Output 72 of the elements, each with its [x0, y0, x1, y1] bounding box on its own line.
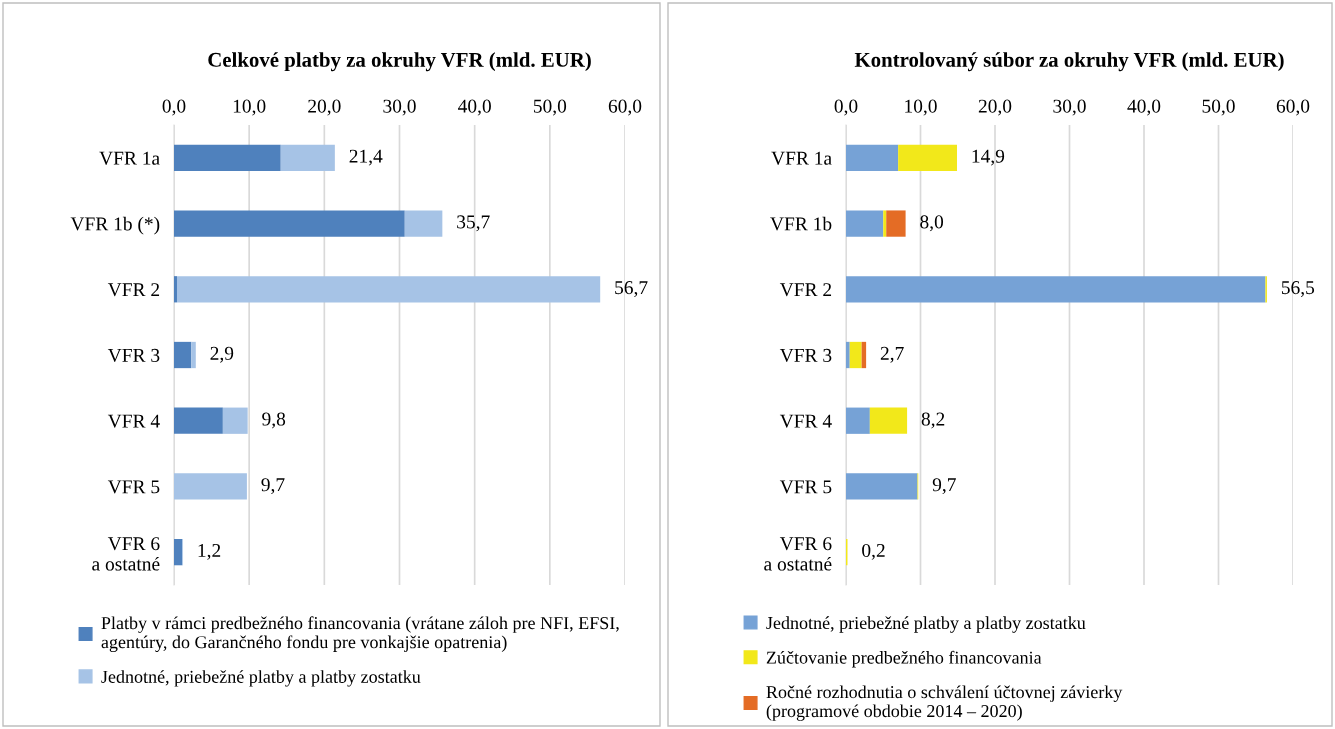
bar: [846, 144, 899, 171]
y-tick-label: VFR 3: [107, 348, 160, 363]
x-tick-label: 20,0: [308, 99, 341, 116]
x-tick-label: 60,0: [1276, 99, 1310, 116]
total-label: 56,7: [615, 281, 648, 297]
chart-title: Celkové platby za okruhy VFR (mld. EUR): [208, 52, 591, 72]
total-label: 9,7: [932, 478, 956, 495]
x-tick-label: 20,0: [978, 99, 1012, 116]
y-tick-label: VFR 4: [779, 414, 832, 428]
y-tick-label: VFR 5: [779, 480, 832, 494]
y-tick-label: VFR 2: [107, 283, 160, 297]
bar: [846, 407, 870, 434]
bar: [222, 407, 248, 434]
bar: [174, 473, 247, 500]
x-tick-label: 0,0: [162, 99, 186, 116]
y-tick-label: VFR 6 a ostatné: [764, 537, 832, 571]
y-tick-label: VFR 1a: [99, 151, 160, 165]
total-label: 9,7: [261, 478, 285, 495]
legend-label: Platby v rámci predbežného financovania (vrátane záloh pre NFI, EFSI, agentúry, do Garančného fondu pre vonkajšie opatrenia): [101, 616, 619, 653]
x-tick-label: 40,0: [458, 99, 491, 116]
total-label: 14,9: [972, 149, 1005, 166]
x-tick-label: 50,0: [1202, 99, 1235, 116]
bar: [846, 473, 918, 500]
x-tick-label: 50,0: [533, 99, 567, 116]
y-tick-label: VFR 3: [779, 348, 832, 363]
bar: [883, 210, 887, 237]
total-label: 1,2: [198, 543, 221, 560]
total-label: 8,0: [920, 215, 944, 232]
bar: [846, 276, 1266, 303]
y-tick-label: VFR 1a: [771, 151, 832, 165]
legend-label: Ročné rozhodnutia o schválení účtovnej závierky (programové obdobie 2014 – 2020): [766, 685, 1123, 721]
bar: [174, 144, 281, 171]
bar: [174, 407, 223, 434]
bar: [886, 210, 906, 237]
total-label: 2,9: [210, 346, 234, 363]
bar: [174, 210, 405, 237]
total-label: 2,7: [880, 346, 904, 363]
total-label: 35,7: [457, 215, 490, 232]
bar: [404, 210, 443, 237]
bar: [846, 210, 884, 237]
bar: [846, 341, 850, 369]
bar: [174, 341, 192, 369]
x-tick-label: 10,0: [233, 99, 266, 116]
bar: [869, 407, 908, 434]
bar: [191, 341, 196, 369]
bar: [898, 144, 957, 171]
bar: [177, 276, 601, 303]
x-tick-label: 60,0: [608, 99, 642, 116]
legend-label: Jednotné, priebežné platby a platby zostatku: [766, 616, 1086, 633]
bar: [280, 144, 335, 171]
total-label: 9,8: [262, 412, 286, 429]
total-label: 8,2: [921, 412, 945, 429]
bar: [849, 341, 862, 369]
legend-label: Zúčtovanie predbežného financovania: [766, 650, 1042, 668]
y-tick-label: VFR 2: [779, 283, 832, 297]
total-label: 56,5: [1281, 281, 1315, 297]
y-tick-label: VFR 1b (*): [70, 216, 160, 235]
total-label: 21,4: [349, 149, 383, 166]
x-tick-label: 10,0: [905, 99, 937, 116]
x-tick-label: 0,0: [834, 99, 858, 116]
y-tick-label: VFR 6 a ostatné: [92, 537, 160, 571]
x-tick-label: 30,0: [383, 99, 416, 116]
x-tick-label: 40,0: [1127, 99, 1161, 116]
x-tick-label: 30,0: [1053, 99, 1086, 116]
bar: [174, 539, 183, 566]
y-tick-label: VFR 4: [107, 414, 160, 428]
chart-title: Kontrolovaný súbor za okruhy VFR (mld. EUR): [854, 52, 1284, 72]
total-label: 0,2: [862, 543, 885, 560]
y-tick-label: VFR 5: [107, 480, 160, 494]
bar: [174, 276, 178, 303]
legend-label: Jednotné, priebežné platby a platby zostatku: [101, 670, 421, 687]
y-tick-label: VFR 1b: [770, 216, 832, 231]
